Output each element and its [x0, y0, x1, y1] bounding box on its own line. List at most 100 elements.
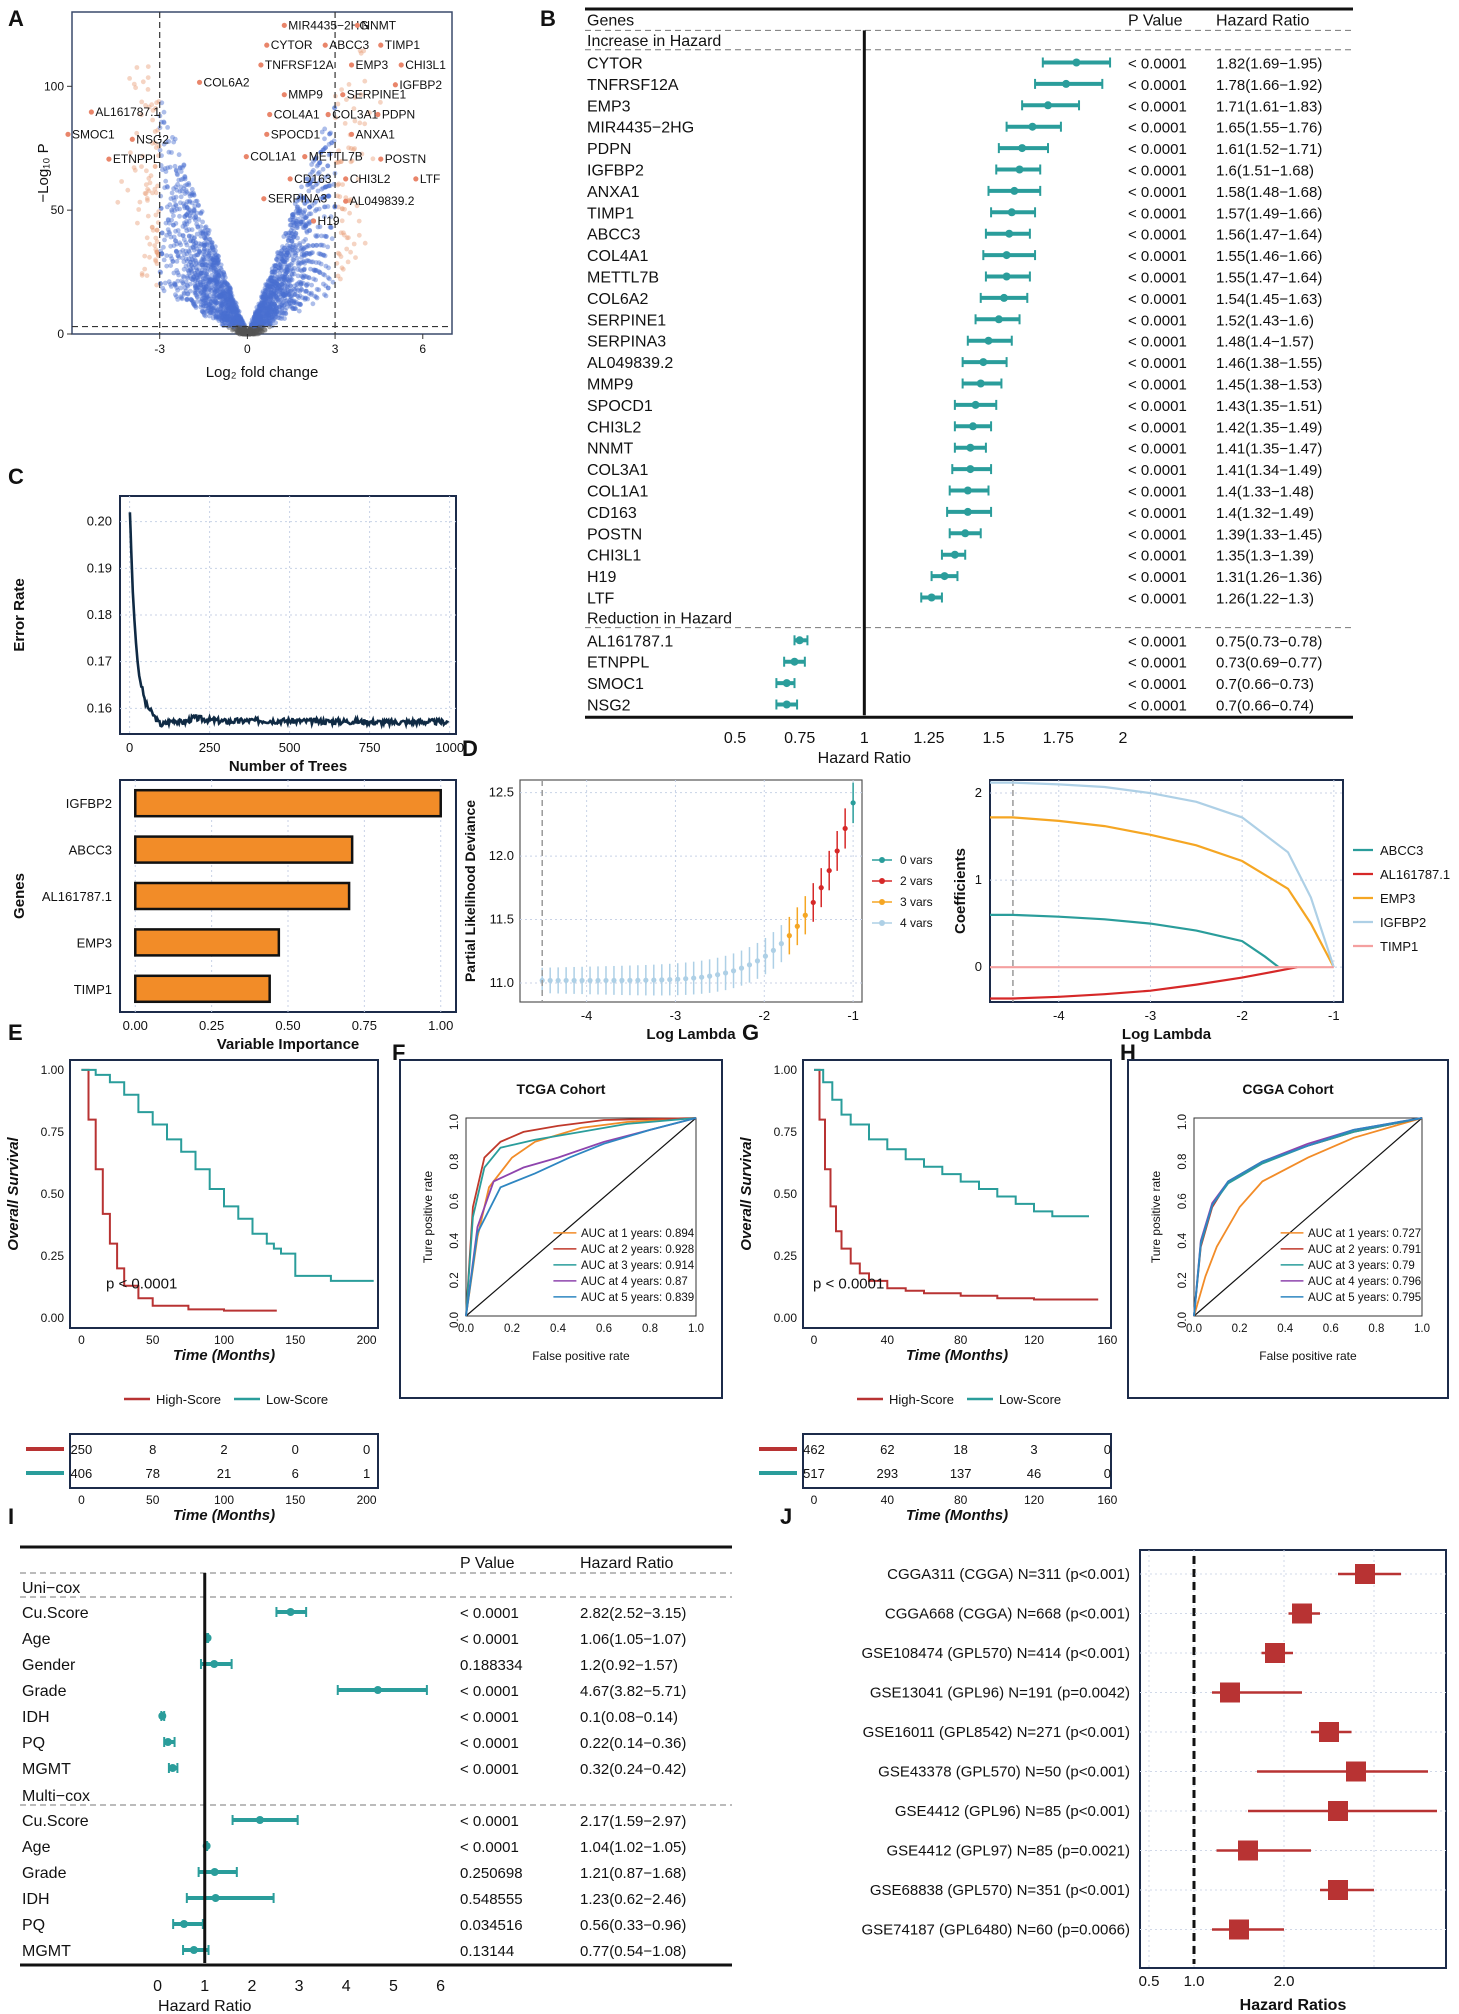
volcano-point — [325, 163, 331, 169]
volcano-point — [261, 319, 267, 325]
volcano-point — [298, 219, 304, 225]
volcano-point — [293, 245, 299, 250]
volcano-point — [133, 85, 139, 91]
gene-label-24: CD163 — [294, 172, 332, 186]
volcano-point — [214, 288, 220, 294]
volcano-point — [233, 307, 239, 312]
volcano-point — [317, 251, 323, 257]
volcano-point — [242, 331, 248, 337]
volcano-point — [218, 293, 224, 299]
B-header-hr: Hazard Ratio — [1216, 12, 1309, 29]
volcano-point — [197, 285, 202, 290]
volcano-point — [321, 146, 327, 152]
B-xtick-4: 1.5 — [983, 730, 1005, 747]
volcano-point — [212, 273, 218, 279]
volcano-point — [262, 310, 267, 316]
volcano-point — [180, 248, 186, 253]
I-row-label-5: MGMT — [22, 1943, 71, 1960]
B-row-p-0: < 0.0001 — [1128, 633, 1187, 650]
volcano-point — [318, 252, 324, 257]
volcano-point — [221, 297, 227, 303]
E-xtick-4: 200 — [357, 1333, 377, 1347]
volcano-point — [315, 162, 321, 168]
volcano-point — [275, 274, 280, 280]
volcano-point — [262, 305, 268, 311]
volcano-point — [262, 300, 268, 305]
volcano-point — [257, 313, 263, 318]
volcano-point — [258, 316, 264, 321]
I-row-label-4: PQ — [22, 1917, 45, 1934]
volcano-point — [302, 266, 307, 272]
volcano-point — [294, 198, 300, 204]
volcano-point — [247, 329, 252, 335]
volcano-point — [258, 326, 264, 332]
volcano-point — [302, 201, 307, 206]
volcano-point — [181, 162, 187, 168]
volcano-point — [236, 329, 242, 335]
volcano-point — [228, 295, 233, 301]
volcano-point — [228, 290, 234, 295]
volcano-point — [301, 252, 307, 257]
I-row-label-2: Grade — [22, 1865, 67, 1882]
volcano-point — [214, 260, 220, 266]
volcano-point — [212, 250, 218, 256]
volcano-point — [282, 259, 288, 265]
volcano-point — [268, 287, 274, 293]
volcano-point — [263, 318, 268, 324]
volcano-point — [235, 307, 241, 313]
volcano-point — [242, 327, 248, 333]
volcano-point — [273, 263, 278, 269]
volcano-point — [220, 289, 225, 295]
volcano-point — [294, 204, 300, 210]
volcano-point — [293, 231, 299, 236]
gene-label-25: CHI3L2 — [350, 172, 391, 186]
volcano-point — [240, 330, 246, 335]
volcano-point — [280, 258, 285, 264]
gene-point-5 — [258, 62, 264, 68]
volcano-point — [231, 310, 236, 315]
volcano-point — [257, 322, 263, 328]
volcano-point — [197, 243, 202, 249]
volcano-point — [225, 308, 231, 314]
volcano-point — [247, 330, 253, 336]
j-row-label-6: GSE4412 (GPL96) N=85 (p<0.001) — [895, 1803, 1130, 1820]
volcano-point — [238, 321, 243, 327]
I-row-p-5: 0.13144 — [460, 1943, 514, 1960]
volcano-point — [267, 303, 273, 309]
volcano-point — [351, 106, 357, 111]
volcano-point — [265, 321, 271, 327]
volcano-point — [168, 234, 174, 240]
volcano-point — [145, 198, 150, 203]
volcano-point — [237, 315, 242, 321]
volcano-point — [326, 183, 332, 189]
volcano-point — [173, 202, 179, 208]
volcano-point — [221, 270, 227, 275]
volcano-point — [229, 298, 235, 304]
volcano-point — [298, 261, 303, 266]
volcano-point — [270, 291, 276, 296]
volcano-point — [256, 320, 261, 326]
B-row-p-17: < 0.0001 — [1128, 419, 1187, 436]
volcano-point — [267, 299, 273, 305]
volcano-point — [202, 307, 208, 312]
B-point-group1-22 — [961, 529, 970, 538]
volcano-point — [313, 182, 319, 188]
volcano-point — [296, 308, 302, 314]
volcano-point — [235, 310, 241, 316]
volcano-point — [226, 306, 232, 311]
volcano-point — [173, 238, 178, 244]
volcano-point — [232, 315, 238, 321]
volcano-point — [226, 291, 232, 297]
volcano-point — [224, 281, 230, 286]
volcano-point — [143, 191, 149, 197]
F-roc-ytick-2: 0.4 — [449, 1232, 461, 1249]
volcano-point — [186, 227, 192, 233]
volcano-point — [150, 190, 155, 196]
deviance-point-28 — [762, 953, 769, 959]
volcano-point — [191, 208, 197, 214]
E-risk-cell-1-0: 406 — [71, 1466, 93, 1481]
B-row-hr-2: 1.71(1.61−1.83) — [1216, 98, 1322, 115]
I-row-p-1: < 0.0001 — [460, 1631, 519, 1648]
volcano-point — [229, 309, 235, 315]
volcano-point — [283, 252, 289, 258]
